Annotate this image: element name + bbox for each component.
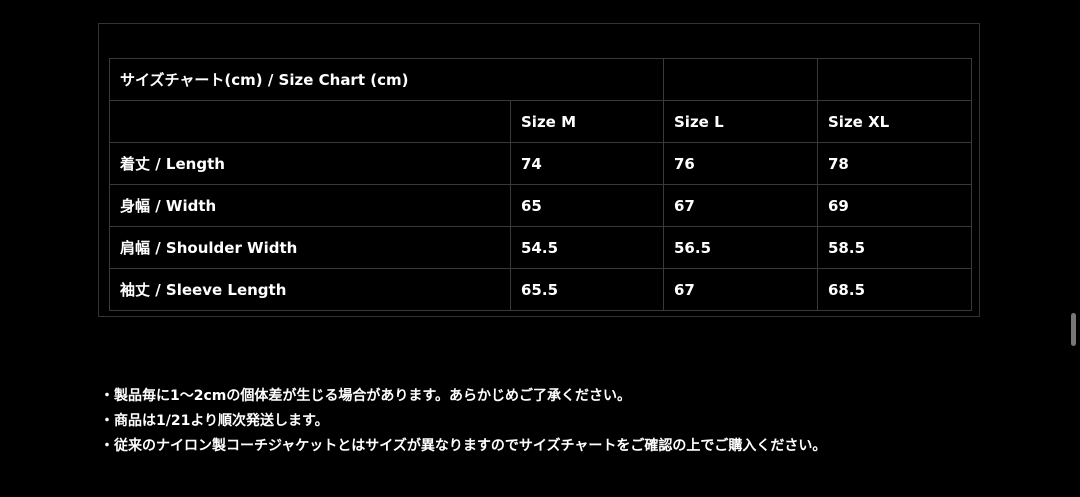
table-cell: 68.5 [817,268,972,311]
table-cell: 67 [663,184,818,227]
table-title-row: サイズチャート(cm) / Size Chart (cm) [109,58,972,101]
table-row: 袖丈 / Sleeve Length 65.5 67 68.5 [109,268,972,311]
table-cell [817,58,972,101]
table-cell [663,58,818,101]
table-cell: 76 [663,142,818,185]
table-cell: 67 [663,268,818,311]
table-row: 身幅 / Width 65 67 69 [109,184,972,227]
table-cell: 65 [510,184,664,227]
row-label: 着丈 / Length [109,142,511,185]
table-cell: 69 [817,184,972,227]
table-cell: 74 [510,142,664,185]
size-chart-container [98,23,980,317]
table-header-row: Size M Size L Size XL [109,100,972,143]
table-cell: 78 [817,142,972,185]
note-item: ・製品毎に1〜2cmの個体差が生じる場合があります。あらかじめご了承ください。 [100,388,631,404]
notes-list: ・製品毎に1〜2cmの個体差が生じる場合があります。あらかじめご了承ください。 … [100,384,826,459]
table-cell: 65.5 [510,268,664,311]
row-label: 肩幅 / Shoulder Width [109,226,511,269]
table-header [109,100,511,143]
table-header: Size XL [817,100,972,143]
table-header: Size M [510,100,664,143]
row-label: 袖丈 / Sleeve Length [109,268,511,311]
table-row: 肩幅 / Shoulder Width 54.5 56.5 58.5 [109,226,972,269]
table-title: サイズチャート(cm) / Size Chart (cm) [109,58,664,101]
size-chart-table: サイズチャート(cm) / Size Chart (cm) Size M Siz… [109,58,972,311]
table-cell: 54.5 [510,226,664,269]
table-row: 着丈 / Length 74 76 78 [109,142,972,185]
scrollbar[interactable] [1071,313,1076,346]
note-item: ・従来のナイロン製コーチジャケットとはサイズが異なりますのでサイズチャートをご確… [100,438,827,454]
row-label: 身幅 / Width [109,184,511,227]
table-header: Size L [663,100,818,143]
table-cell: 58.5 [817,226,972,269]
note-item: ・商品は1/21より順次発送します。 [100,413,329,429]
table-cell: 56.5 [663,226,818,269]
